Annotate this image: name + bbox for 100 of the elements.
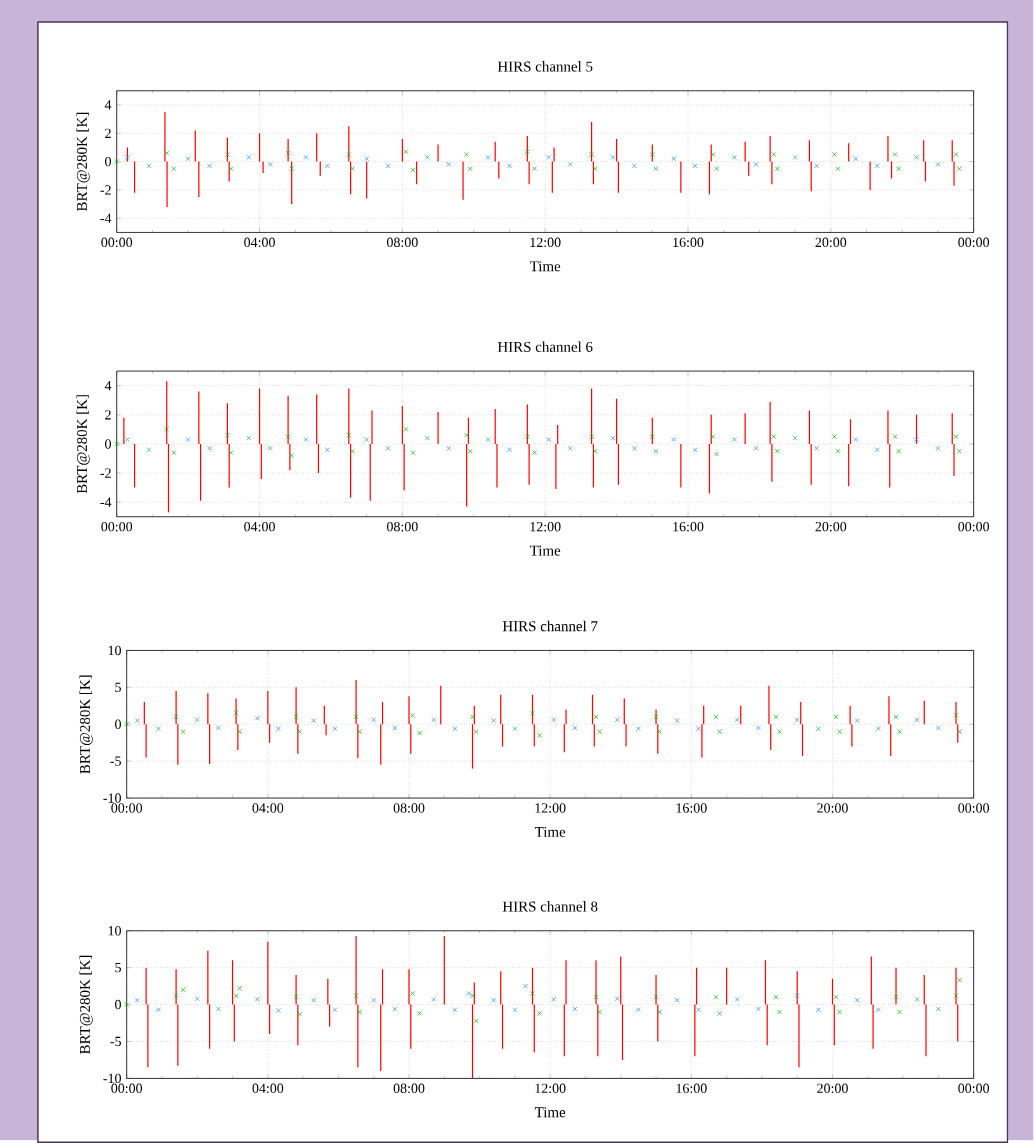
point [164, 150, 170, 156]
x-tick-label: 12:00 [535, 1083, 566, 1094]
point [957, 448, 963, 454]
x-tick-label: 00:00 [958, 803, 990, 813]
point [410, 712, 416, 718]
point [350, 166, 356, 172]
x-tick-label: 16:00 [673, 521, 704, 532]
point [756, 725, 762, 731]
point [431, 996, 437, 1002]
x-tick-label: 00:00 [958, 237, 990, 248]
x-tick-label: 12:00 [530, 521, 561, 532]
point [713, 714, 719, 720]
point [675, 718, 680, 724]
point [567, 161, 573, 167]
point [692, 163, 698, 169]
point [392, 1006, 398, 1012]
y-axis-title: BRT@280K [K] [76, 112, 90, 212]
point [466, 991, 472, 996]
point [732, 154, 738, 160]
point [446, 161, 452, 167]
x-tick-label: 20:00 [815, 521, 847, 532]
point [896, 448, 902, 454]
point [473, 729, 479, 735]
point [173, 714, 179, 720]
point [592, 448, 598, 454]
point [735, 996, 740, 1002]
point [303, 437, 309, 443]
point [225, 152, 231, 157]
point [346, 432, 352, 438]
point [735, 717, 740, 723]
x-tick-label: 20:00 [815, 237, 847, 248]
point [597, 729, 603, 735]
point [311, 997, 317, 1003]
point [228, 450, 234, 456]
point [156, 1007, 162, 1013]
point [816, 726, 822, 732]
point [353, 714, 359, 720]
point [935, 161, 941, 167]
x-tick-label: 04:00 [244, 521, 276, 532]
x-tick-label: 00:00 [958, 1083, 990, 1094]
point [551, 717, 557, 723]
point [410, 450, 416, 456]
x-tick-label: 00:00 [958, 521, 990, 532]
point [285, 434, 291, 440]
point [653, 994, 659, 1000]
y-tick-label: 0 [115, 999, 122, 1010]
point [164, 426, 170, 432]
point [464, 432, 470, 438]
point [255, 996, 260, 1002]
x-tick-label: 04:00 [252, 803, 284, 813]
y-tick-label: 5 [115, 682, 122, 692]
point [268, 161, 273, 167]
point [285, 150, 291, 156]
point [546, 154, 552, 160]
point [532, 450, 538, 456]
point [512, 1007, 518, 1013]
y-axis-title: BRT@280K [K] [76, 395, 90, 494]
y-tick-label: -4 [100, 213, 112, 223]
y-tick-label: -10 [103, 793, 122, 803]
point [525, 149, 531, 155]
point [185, 437, 191, 443]
point [833, 994, 839, 1000]
point [589, 152, 595, 157]
x-tick-label: 16:00 [676, 803, 707, 813]
point [225, 432, 231, 438]
point [233, 993, 239, 999]
point [551, 996, 557, 1002]
point [464, 152, 470, 157]
point [771, 152, 777, 157]
point [775, 166, 780, 172]
point [773, 994, 779, 1000]
point [953, 152, 959, 157]
point [293, 994, 299, 1000]
point [657, 729, 663, 735]
point [180, 729, 186, 735]
point [832, 152, 838, 157]
point [114, 441, 120, 447]
x-tick-label: 00:00 [101, 521, 133, 532]
point [325, 163, 331, 169]
point [289, 453, 295, 459]
x-tick-label: 08:00 [393, 803, 425, 813]
point [195, 717, 200, 723]
point [893, 714, 899, 720]
point [512, 726, 518, 732]
point [350, 448, 356, 454]
x-tick-label: 04:00 [244, 237, 276, 248]
point [756, 1006, 762, 1012]
point [491, 997, 497, 1003]
point [696, 1007, 702, 1013]
y-tick-label: 10 [109, 645, 122, 656]
point [753, 161, 759, 167]
point [792, 154, 798, 160]
point [837, 1009, 843, 1015]
point [875, 163, 880, 169]
point [425, 435, 431, 441]
point [835, 166, 841, 172]
point [897, 1009, 903, 1015]
point [532, 166, 538, 172]
point [537, 1010, 543, 1016]
point [953, 712, 959, 718]
